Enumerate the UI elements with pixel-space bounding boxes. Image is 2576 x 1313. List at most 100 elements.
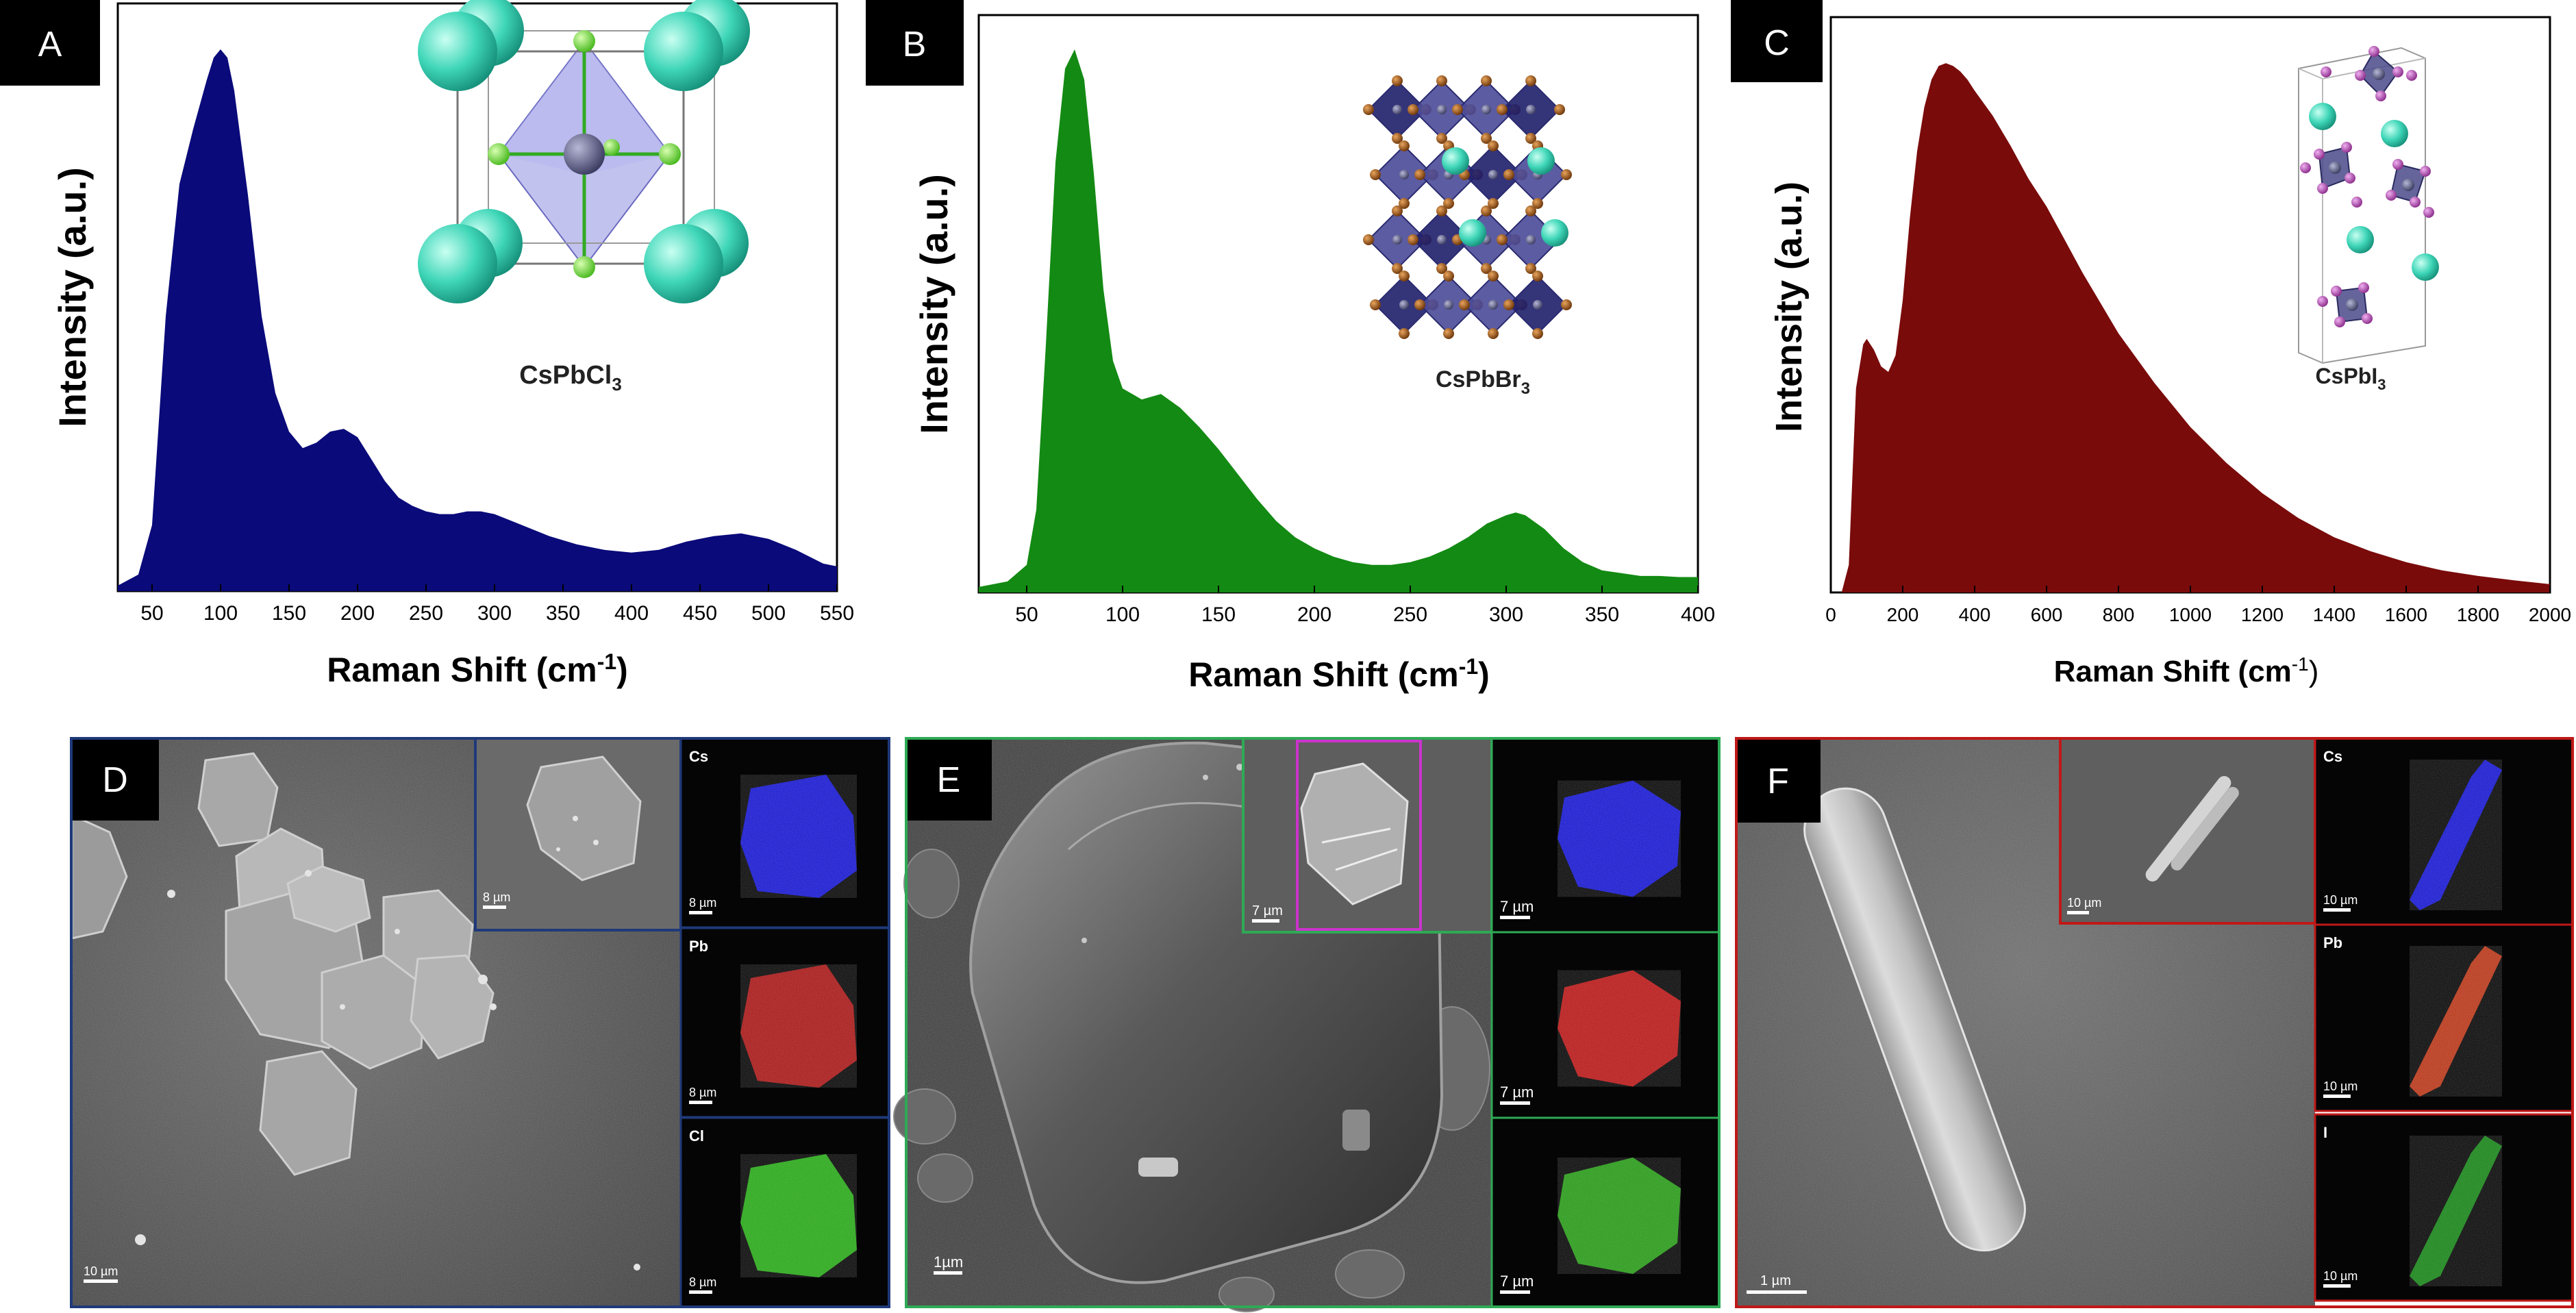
x-tick-label: 150	[272, 602, 306, 625]
panel-e-border	[905, 737, 1721, 1308]
panel-e-scale-text: 1µm	[934, 1253, 963, 1271]
br-atom	[1503, 169, 1514, 180]
br-atom	[1414, 299, 1425, 310]
eds-scale-text: 8 µm	[689, 1086, 716, 1099]
x-tick-label: 200	[1887, 604, 1919, 625]
br-atom	[1436, 75, 1447, 86]
br-atom	[1408, 234, 1418, 245]
x-tick-label: 0	[1825, 604, 1836, 625]
panel-e-eds-maps: 7 µm 7 µm 7 µm	[1490, 737, 1721, 1308]
panel-d-crystal-cluster	[71, 752, 495, 1176]
x-tick-label: 200	[340, 602, 375, 625]
br-atom	[1481, 133, 1492, 144]
eds-scale-bar	[1500, 1101, 1530, 1105]
cspbcl3-structure-inset	[418, 0, 750, 303]
x-tick-label: 50	[1015, 603, 1038, 626]
br-atom	[1459, 299, 1470, 310]
chart-c-xlabel: Raman Shift (cm-1)	[2054, 653, 2319, 688]
x-tick-label: 1400	[2313, 604, 2355, 625]
eds-scale-text: 10 µm	[2323, 893, 2358, 907]
br-atom	[1525, 75, 1536, 86]
panel-a-letter-box	[0, 0, 100, 86]
br-atom	[1488, 198, 1499, 209]
panel-b-letter: B	[903, 25, 927, 64]
cspbcl3-formula: CsPbCl3	[519, 361, 622, 395]
pb-atom	[1392, 235, 1402, 245]
eds-element-label: Cs	[689, 748, 708, 765]
x-tick-label: 1000	[2169, 604, 2212, 625]
br-atom	[1443, 271, 1454, 282]
pb-atom	[1533, 300, 1542, 310]
br-atom	[1503, 299, 1514, 310]
br-atom	[1497, 104, 1508, 115]
br-atom	[1363, 234, 1374, 245]
chart-b-xlabel: Raman Shift (cm-1)	[1188, 654, 1490, 694]
panel-b-letter-box	[866, 0, 964, 86]
eds-scale-bar	[2323, 1284, 2351, 1288]
br-atom	[1488, 271, 1499, 282]
panel-f-scale-bar	[1747, 1290, 1807, 1294]
chart-b-area	[979, 49, 1698, 593]
chart-b-ylabel: Intensity (a.u.)	[912, 174, 955, 434]
eds-scale-bar	[689, 1101, 712, 1104]
br-atom	[1525, 133, 1536, 144]
cs-atom	[1459, 219, 1486, 247]
x-tick-label: 100	[203, 602, 238, 625]
br-atom	[1452, 104, 1463, 115]
panel-d-scale-bar	[84, 1279, 118, 1283]
panel-e-inset-scale-bar	[1252, 919, 1279, 923]
chart-b: B 50 100 150 200 250 300 350 400 Intensity (a.u…	[866, 0, 1715, 694]
chart-b-ticks: 50 100 150 200 250 300 350 400	[1015, 586, 1715, 626]
chart-c-ylabel: Intensity (a.u.)	[1768, 182, 1810, 432]
eds-scale-text: 8 µm	[689, 1275, 716, 1289]
br-atom	[1399, 271, 1410, 282]
br-atom	[1399, 198, 1410, 209]
x-tick-label: 350	[546, 602, 580, 625]
br-atom	[1370, 299, 1381, 310]
eds-element-label: I	[2323, 1124, 2327, 1141]
chart-a-area	[118, 49, 837, 591]
br-atom	[1481, 205, 1492, 216]
panel-d-scale-text: 10 µm	[84, 1264, 118, 1278]
x-tick-label: 300	[1489, 603, 1523, 626]
cs-atom	[1541, 219, 1568, 247]
br-atom	[1488, 328, 1499, 339]
chart-a-ylabel: Intensity (a.u.)	[51, 167, 94, 427]
x-tick-label: 250	[1393, 603, 1427, 626]
eds-scale-bar	[2323, 908, 2351, 912]
panel-f-scale-text: 1 µm	[1760, 1273, 1791, 1288]
eds-element-label: Pb	[689, 938, 708, 955]
cs-atom	[1527, 147, 1555, 175]
pb-atom	[1488, 300, 1498, 310]
pb-atom	[1444, 300, 1453, 310]
x-tick-label: 500	[751, 602, 786, 625]
br-atom	[1399, 328, 1410, 339]
eds-scale-bar	[1500, 1290, 1530, 1294]
br-atom	[1488, 140, 1499, 151]
cspbbr3-formula: CsPbBr3	[1436, 366, 1530, 398]
panel-c-letter-box	[1731, 0, 1823, 82]
br-atom	[1392, 75, 1403, 86]
x-tick-label: 200	[1297, 603, 1331, 626]
panel-f-border	[1735, 737, 2574, 1308]
panel-f-inset-scale-text: 10 µm	[2067, 896, 2101, 910]
panel-d-letter-box	[71, 738, 159, 821]
br-atom	[1408, 104, 1418, 115]
chart-a-xlabel: Raman Shift (cm-1)	[327, 649, 628, 689]
panel-f-nanorod	[1803, 787, 2026, 1252]
pb-atom	[1437, 105, 1447, 114]
x-tick-label: 250	[409, 602, 443, 625]
panel-f-eds-maps: Cs 10 µm Pb 10 µm I 10 µm	[2314, 737, 2574, 1302]
eds-scale-bar	[2323, 1095, 2351, 1098]
br-atom	[1443, 198, 1454, 209]
eds-scale-bar	[689, 911, 712, 914]
panel-f-letter: F	[1767, 762, 1789, 801]
eds-element-label: Cl	[689, 1127, 704, 1145]
x-tick-label: 350	[1585, 603, 1619, 626]
br-atom	[1363, 104, 1374, 115]
x-tick-label: 2000	[2529, 604, 2571, 625]
br-atom	[1436, 263, 1447, 274]
chart-c: C 0 200 400 600 800 1000 1200 1400 1600 1800 2000 …	[1731, 0, 2571, 688]
br-atom	[1561, 299, 1572, 310]
panel-e-letter-box	[906, 738, 992, 821]
